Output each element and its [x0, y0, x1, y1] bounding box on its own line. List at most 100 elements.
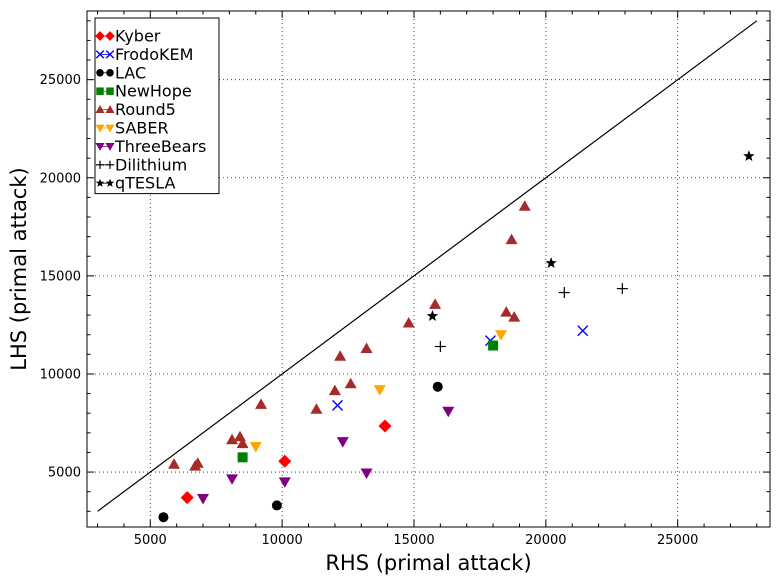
- point-frodokem: [332, 399, 344, 411]
- axis-ticks: [87, 11, 770, 527]
- point-round5: [508, 311, 521, 322]
- legend-box: [94, 17, 220, 195]
- x-tick-label: 10000: [261, 533, 302, 548]
- point-saber: [495, 330, 508, 341]
- point-threebears: [360, 468, 373, 480]
- point-round5: [402, 316, 415, 328]
- point-newhope: [488, 340, 499, 351]
- legend-label-frodokem: FrodoKEM: [115, 45, 193, 64]
- legend-entry-newhope: NewHope: [96, 82, 192, 101]
- point-round5: [233, 430, 246, 442]
- point-lac: [432, 381, 443, 392]
- legend-label-qtesla: qTESLA: [115, 174, 175, 193]
- legend-label-dilithium: Dilithium: [115, 155, 187, 174]
- legend-marker-saber: [95, 124, 105, 133]
- legend-marker-frodokem-stroke: [95, 50, 105, 59]
- point-round5: [168, 458, 181, 469]
- legend-marker-qtesla: [95, 178, 105, 187]
- point-dilithium: [558, 287, 570, 299]
- point-lac: [158, 512, 169, 523]
- legend-marker-round5: [95, 105, 105, 113]
- y-tick-label: 10000: [40, 367, 81, 382]
- legend-entry-qtesla: qTESLA: [95, 174, 175, 193]
- point-round5: [328, 384, 341, 396]
- legend-marker-lac: [106, 69, 114, 77]
- legend-label-saber: SABER: [115, 119, 169, 138]
- x-axis-title: RHS (primal attack): [325, 551, 531, 575]
- point-round5: [226, 433, 239, 445]
- legend-entry-threebears: ThreeBears: [95, 137, 206, 156]
- point-round5: [429, 298, 442, 309]
- reference-line: [97, 20, 758, 512]
- point-dilithium: [434, 340, 446, 352]
- legend-marker-saber: [105, 124, 115, 133]
- legend-label-newhope: NewHope: [115, 82, 192, 101]
- legend-entry-saber: SABER: [95, 119, 169, 138]
- point-frodokem: [577, 325, 589, 337]
- point-lac: [271, 500, 282, 511]
- legend-marker-round5: [105, 105, 115, 113]
- legend-marker-kyber: [95, 31, 105, 41]
- point-round5: [334, 350, 347, 361]
- point-threebears: [197, 494, 210, 505]
- point-round5: [255, 398, 268, 409]
- legend-entry-kyber: Kyber: [95, 27, 161, 46]
- point-threebears: [336, 437, 349, 448]
- point-round5: [191, 457, 204, 468]
- legend-entry-dilithium: Dilithium: [95, 155, 187, 174]
- identity-line: [97, 20, 758, 512]
- legend-marker-frodokem: [105, 50, 115, 59]
- point-frodokem-stroke: [577, 325, 589, 337]
- point-threebears: [278, 477, 291, 488]
- legend-marker-frodokem-stroke: [105, 50, 115, 59]
- legend-label-round5: Round5: [115, 100, 176, 119]
- point-round5: [360, 342, 373, 353]
- point-threebears: [226, 474, 239, 485]
- data-points: [158, 150, 755, 523]
- point-dilithium: [616, 283, 628, 295]
- legend-marker-dilithium: [105, 160, 115, 169]
- tick-labels: 5000 10000 15000 20000 25000 5000 10000 15000 20…: [40, 73, 699, 548]
- point-round5: [344, 377, 357, 389]
- legend-marker-frodokem: [95, 50, 105, 59]
- legend: KyberFrodoKEMLACNewHopeRound5SABERThreeB…: [94, 17, 220, 195]
- x-tick-label: 15000: [393, 533, 434, 548]
- point-saber: [249, 442, 262, 453]
- point-qtesla: [426, 310, 439, 321]
- legend-label-lac: LAC: [115, 63, 146, 82]
- legend-marker-newhope: [96, 87, 104, 95]
- point-newhope: [237, 452, 248, 463]
- y-tick-label: 15000: [40, 269, 81, 284]
- legend-marker-newhope: [106, 87, 114, 95]
- point-kyber: [278, 454, 292, 468]
- legend-marker-lac: [96, 69, 104, 77]
- x-tick-label: 5000: [134, 533, 167, 548]
- point-saber: [373, 385, 386, 396]
- legend-marker-kyber: [105, 31, 115, 41]
- point-kyber: [378, 419, 392, 433]
- legend-label-threebears: ThreeBears: [114, 137, 206, 156]
- x-tick-label: 25000: [657, 533, 698, 548]
- y-axis-title: LHS (primal attack): [7, 167, 31, 370]
- y-tick-label: 20000: [40, 171, 81, 186]
- legend-marker-qtesla: [105, 178, 115, 187]
- legend-marker-dilithium: [95, 160, 105, 169]
- legend-label-kyber: Kyber: [115, 27, 161, 46]
- point-qtesla: [743, 150, 755, 162]
- point-round5: [505, 233, 518, 245]
- point-round5: [310, 403, 323, 414]
- legend-entry-lac: LAC: [96, 63, 146, 82]
- y-tick-label: 5000: [48, 466, 81, 481]
- legend-entry-round5: Round5: [95, 100, 176, 119]
- point-round5: [518, 200, 531, 211]
- point-frodokem-stroke: [332, 399, 344, 411]
- legend-entry-frodokem: FrodoKEM: [95, 45, 193, 64]
- y-tick-label: 25000: [40, 73, 81, 88]
- legend-marker-threebears: [105, 143, 115, 151]
- plot-area-frame: [86, 10, 771, 528]
- point-round5: [500, 306, 513, 317]
- x-tick-label: 20000: [525, 533, 566, 548]
- point-qtesla: [545, 257, 557, 268]
- point-round5: [236, 437, 249, 449]
